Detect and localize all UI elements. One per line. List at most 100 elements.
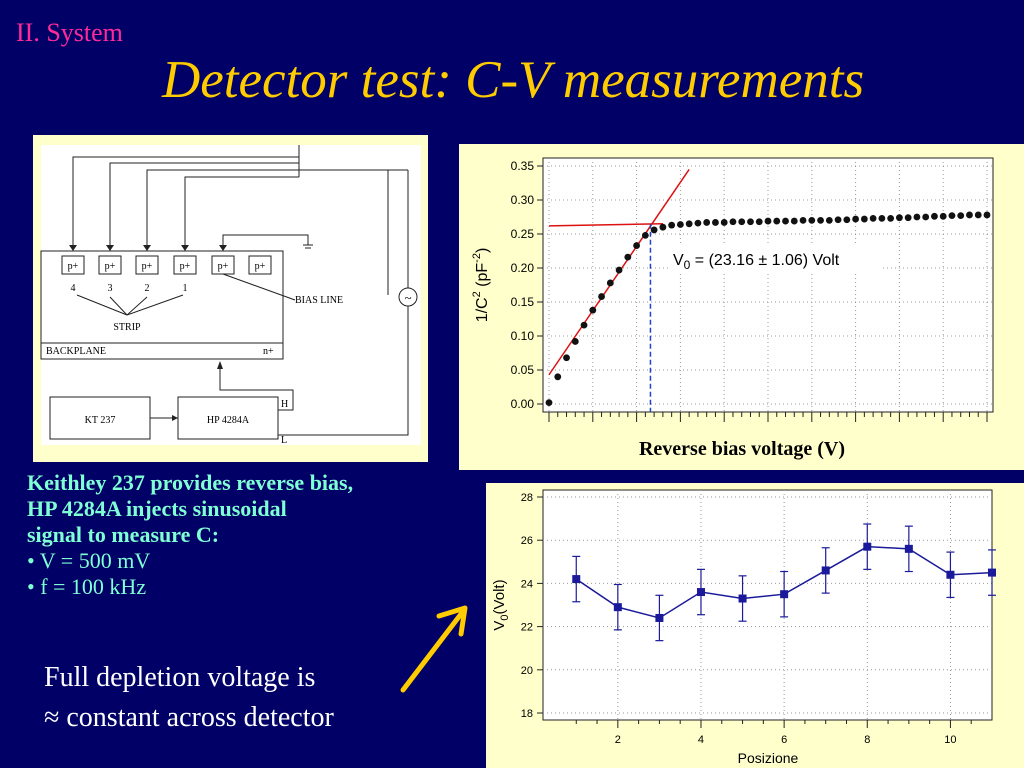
vd-x-tick-label: 4 bbox=[698, 734, 704, 746]
cv-data-point bbox=[983, 211, 991, 219]
v0-data-point bbox=[946, 570, 955, 579]
cv-data-point bbox=[825, 217, 833, 224]
v0-data-points bbox=[572, 523, 996, 642]
v0-data-point bbox=[655, 613, 664, 622]
cv-data-point bbox=[563, 354, 570, 362]
vd-y-tick-label: 20 bbox=[521, 665, 533, 677]
cv-data-point bbox=[799, 217, 807, 224]
cv-plot: 0.00 0.05 0.10 0.15 0.20 0.25 0.30 0.35 V0 = (2… bbox=[471, 157, 994, 460]
h-terminal-label: H bbox=[281, 399, 288, 410]
cv-data-point bbox=[764, 217, 772, 225]
conclusion-text: Full depletion voltage is ≈ constant acr… bbox=[44, 658, 334, 738]
cv-data-point bbox=[685, 220, 693, 228]
cv-data-point bbox=[887, 214, 895, 222]
bias-line-label: BIAS LINE bbox=[295, 295, 343, 306]
cv-y-tick-label: 0.20 bbox=[511, 261, 535, 275]
pad-label: p+ bbox=[180, 261, 191, 272]
cv-data-point bbox=[747, 218, 754, 226]
v0-data-point bbox=[988, 568, 996, 577]
cv-data-point bbox=[712, 219, 719, 226]
vd-y-tick-label: 24 bbox=[521, 578, 533, 590]
cv-y-tick-label: 0.25 bbox=[511, 227, 535, 241]
hp-4284a-label: HP 4284A bbox=[207, 415, 250, 426]
bullet-frequency: • f = 100 kHz bbox=[27, 574, 147, 599]
cv-data-point bbox=[878, 214, 886, 222]
v0-position-plot-panel: 18 20 22 24 26 28 2 4 6 8 10 V0(Volt) Posizione bbox=[486, 483, 1024, 768]
cv-data-point bbox=[606, 279, 614, 287]
cv-data-point bbox=[790, 217, 798, 225]
vd-y-tick-label: 26 bbox=[521, 535, 533, 547]
strip-arrows bbox=[76, 273, 296, 316]
v0-data-point bbox=[613, 603, 622, 612]
cv-data-point bbox=[589, 306, 597, 314]
cv-data-point bbox=[738, 218, 746, 226]
vd-x-tick-label: 6 bbox=[781, 734, 787, 746]
kt-237-label: KT 237 bbox=[85, 415, 116, 426]
vd-x-ticks: 2 4 6 8 10 bbox=[575, 720, 972, 746]
cv-y-tick-label: 0.00 bbox=[511, 397, 535, 411]
pad-label: p+ bbox=[68, 261, 79, 272]
cv-y-tick-label: 0.15 bbox=[511, 295, 535, 309]
section-label: II. System bbox=[16, 18, 123, 47]
vd-grid bbox=[543, 490, 992, 720]
v0-data-point bbox=[738, 594, 747, 603]
pointer-arrow-icon bbox=[400, 605, 468, 693]
vd-y-ticks: 18 20 22 24 26 28 bbox=[521, 492, 543, 720]
pad-label: p+ bbox=[142, 261, 153, 272]
cv-data-point bbox=[571, 338, 579, 345]
vd-y-tick-label: 18 bbox=[521, 708, 533, 720]
cv-data-point bbox=[852, 215, 859, 223]
v0-data-point bbox=[696, 588, 705, 597]
cv-data-point bbox=[896, 214, 903, 222]
ac-source-icon: ~ bbox=[404, 290, 411, 305]
conclusion-line-1: Full depletion voltage is bbox=[44, 662, 316, 693]
cv-data-point bbox=[703, 219, 711, 226]
cv-data-point bbox=[860, 215, 868, 223]
nplus-label: n+ bbox=[263, 346, 274, 357]
vd-x-tick-label: 10 bbox=[944, 734, 956, 746]
strip-number-3: 3 bbox=[108, 283, 113, 294]
slide-title: Detector test: C-V measurements bbox=[162, 51, 865, 109]
v0-data-point bbox=[863, 542, 872, 551]
strip-number-1: 1 bbox=[183, 283, 188, 294]
cv-data-point bbox=[939, 212, 947, 220]
measurement-description: Keithley 237 provides reverse bias, HP 4… bbox=[27, 470, 467, 600]
cv-data-points bbox=[545, 211, 991, 407]
cv-data-point bbox=[974, 211, 982, 219]
cv-data-point bbox=[633, 242, 640, 249]
vd-y-tick-label: 22 bbox=[521, 622, 533, 634]
cv-data-point bbox=[598, 293, 605, 300]
cv-data-point bbox=[615, 266, 623, 274]
cv-data-point bbox=[554, 373, 562, 381]
vd-y-tick-label: 28 bbox=[521, 492, 533, 504]
cv-data-point bbox=[668, 221, 676, 229]
backplane-label: BACKPLANE bbox=[46, 346, 106, 357]
cv-data-point bbox=[869, 214, 877, 222]
l-terminal-label: L bbox=[281, 435, 287, 446]
vd-y-axis-label: V0(Volt) bbox=[491, 579, 511, 630]
cv-data-point bbox=[773, 217, 781, 225]
cv-data-point bbox=[694, 219, 702, 227]
cv-data-point bbox=[720, 219, 728, 226]
cv-data-point bbox=[641, 231, 649, 239]
cv-data-point bbox=[782, 217, 789, 225]
v0-position-plot-area bbox=[542, 489, 993, 721]
vd-x-tick-label: 2 bbox=[615, 734, 621, 746]
v0-data-point bbox=[780, 590, 789, 599]
description-line-1: Keithley 237 provides reverse bias, bbox=[27, 470, 354, 495]
pad-label: p+ bbox=[255, 261, 266, 272]
cv-data-point bbox=[580, 321, 588, 329]
cv-data-point bbox=[545, 399, 553, 407]
cv-data-point bbox=[834, 216, 842, 224]
vd-x-tick-label: 8 bbox=[864, 734, 870, 746]
strip-number-4: 4 bbox=[71, 283, 76, 294]
description-line-2: HP 4284A injects sinusoidal bbox=[27, 496, 287, 521]
cv-data-point bbox=[843, 216, 851, 224]
cv-x-axis-label: Reverse bias voltage (V) bbox=[639, 438, 845, 460]
pad-label: p+ bbox=[105, 261, 116, 272]
v0-data-point bbox=[904, 544, 913, 553]
conclusion-line-2: ≈ constant across detector bbox=[44, 702, 334, 733]
v0-data-point bbox=[821, 566, 830, 575]
cv-data-point bbox=[922, 213, 930, 221]
